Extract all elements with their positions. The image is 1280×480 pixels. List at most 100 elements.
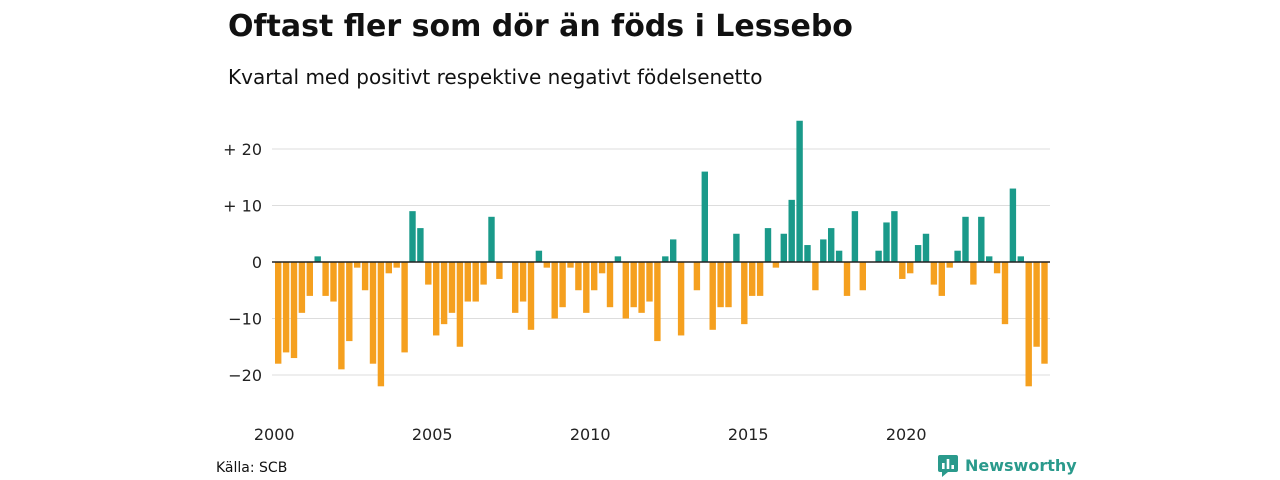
bar: [393, 262, 400, 268]
bar: [361, 262, 369, 291]
bar: [986, 256, 993, 262]
bar: [946, 262, 953, 268]
bar: [875, 250, 882, 262]
bar: [354, 262, 361, 268]
y-tick-label: −10: [228, 310, 262, 329]
bar: [425, 262, 432, 285]
x-tick-label: 2010: [570, 425, 611, 444]
bar: [488, 216, 495, 262]
brand-name: Newsworthy: [965, 456, 1077, 475]
bar: [741, 262, 748, 325]
bar: [527, 262, 535, 330]
bar: [835, 250, 843, 262]
bar: [954, 250, 961, 262]
bar: [938, 262, 945, 296]
bar: [456, 262, 464, 347]
bar: [409, 211, 416, 262]
x-axis: 2000 2005 2010 2015 2020: [254, 425, 927, 444]
bar: [899, 262, 906, 279]
bar: [377, 262, 385, 387]
bars: [275, 120, 1048, 387]
x-tick-label: 2005: [412, 425, 453, 444]
bar: [306, 262, 313, 296]
bar: [275, 262, 282, 364]
bar: [851, 211, 859, 262]
bar: [922, 233, 930, 262]
bar: [630, 262, 637, 308]
bar: [1009, 188, 1017, 262]
bar: [464, 262, 471, 302]
y-tick-label: 0: [252, 253, 262, 272]
bar: [914, 245, 922, 262]
source-note: Källa: SCB: [216, 460, 288, 476]
bar: [480, 262, 487, 285]
bar: [978, 216, 985, 262]
bar: [591, 262, 598, 291]
bar: [701, 171, 708, 262]
bar: [1017, 256, 1024, 262]
brand-logo[interactable]: Newsworthy: [938, 455, 1077, 477]
bar: [993, 262, 1001, 274]
bar: [330, 262, 337, 302]
bar: [772, 262, 780, 268]
bar: [298, 262, 306, 313]
bar: [780, 233, 787, 262]
bar: [638, 262, 645, 313]
chart-title: Oftast fler som dör än föds i Lessebo: [228, 9, 853, 44]
bar: [725, 262, 732, 308]
x-tick-label: 2000: [254, 425, 295, 444]
bar: [512, 262, 519, 313]
bar: [812, 262, 819, 291]
bar: [401, 262, 408, 353]
bar: [891, 211, 898, 262]
newsworthy-logo-icon: [938, 455, 958, 477]
bar: [883, 222, 890, 262]
bar: [622, 262, 629, 319]
bar: [654, 262, 661, 342]
bar: [1025, 262, 1032, 387]
bar: [385, 262, 392, 274]
bar: [440, 262, 448, 325]
bar: [907, 262, 914, 274]
bar: [717, 262, 724, 308]
bar: [764, 228, 772, 262]
grid-lines: [272, 148, 1050, 376]
y-axis: + 20 + 10 0 −10 −20: [223, 140, 262, 385]
bar: [733, 233, 740, 262]
x-tick-label: 2015: [728, 425, 769, 444]
bar: [614, 256, 622, 262]
bar: [567, 262, 574, 268]
bar: [417, 228, 424, 262]
bar: [749, 262, 756, 296]
bar: [448, 262, 456, 313]
bar: [788, 199, 795, 262]
y-tick-label: + 20: [223, 140, 262, 159]
bar: [859, 262, 866, 291]
bar: [970, 262, 977, 285]
bar: [543, 262, 550, 268]
bar: [930, 262, 938, 285]
bar: [433, 262, 440, 336]
y-tick-label: + 10: [223, 197, 262, 216]
bar: [693, 262, 701, 291]
bar: [322, 262, 329, 296]
bar: [314, 256, 321, 262]
bar: [338, 262, 345, 370]
bar: [583, 262, 590, 313]
bar: [677, 262, 685, 336]
bar: [369, 262, 377, 364]
x-tick-label: 2020: [886, 425, 927, 444]
bar: [756, 262, 764, 296]
bar: [709, 262, 716, 330]
bar: [1041, 262, 1048, 364]
bar: [670, 239, 677, 262]
bar: [843, 262, 851, 296]
bar: [796, 120, 803, 262]
bar: [559, 262, 566, 308]
bar: [962, 216, 969, 262]
chart-subtitle: Kvartal med positivt respektive negativt…: [228, 65, 763, 89]
y-tick-label: −20: [228, 366, 262, 385]
bar: [598, 262, 606, 274]
bar: [820, 239, 827, 262]
